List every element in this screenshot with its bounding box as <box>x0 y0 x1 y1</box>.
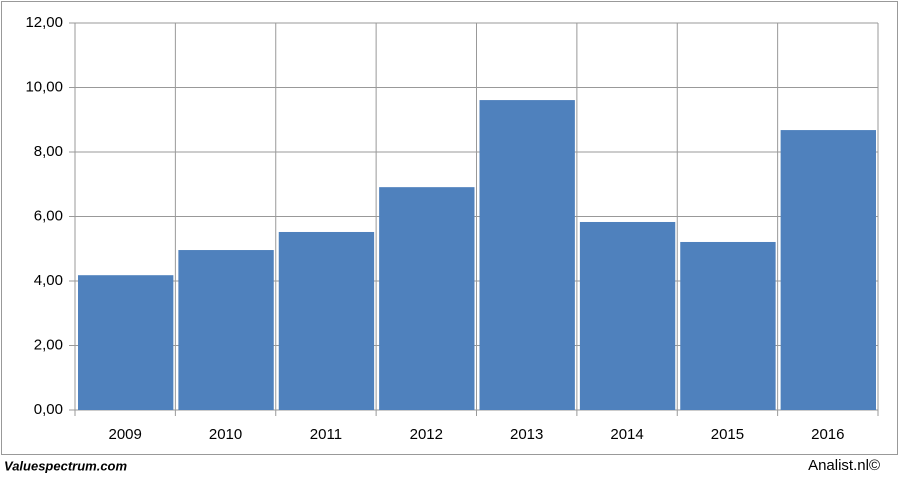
bar <box>379 187 475 410</box>
footer-right: Analist.nl© <box>808 457 880 474</box>
x-tick-label: 2016 <box>811 426 844 443</box>
x-tick-label: 2013 <box>510 426 543 443</box>
y-tick-label: 10,00 <box>25 78 63 95</box>
y-tick-label: 0,00 <box>34 401 63 418</box>
bar <box>680 241 776 410</box>
y-tick-label: 6,00 <box>34 207 63 224</box>
y-tick-label: 4,00 <box>34 272 63 289</box>
x-tick-label: 2009 <box>109 426 142 443</box>
footer-left: Valuespectrum.com <box>4 458 128 473</box>
bar <box>278 231 375 410</box>
x-tick-label: 2015 <box>711 426 744 443</box>
x-tick-label: 2010 <box>209 426 242 443</box>
x-tick-label: 2011 <box>310 426 342 443</box>
y-tick-label: 12,00 <box>25 14 63 31</box>
bar <box>479 100 575 410</box>
x-tick-label: 2014 <box>610 426 643 443</box>
bar <box>579 221 676 410</box>
y-tick-label: 8,00 <box>34 143 63 160</box>
x-tick-label: 2012 <box>410 426 443 443</box>
bar <box>78 275 174 410</box>
y-tick-label: 2,00 <box>34 336 63 353</box>
bar <box>178 250 274 410</box>
bar <box>780 130 876 410</box>
